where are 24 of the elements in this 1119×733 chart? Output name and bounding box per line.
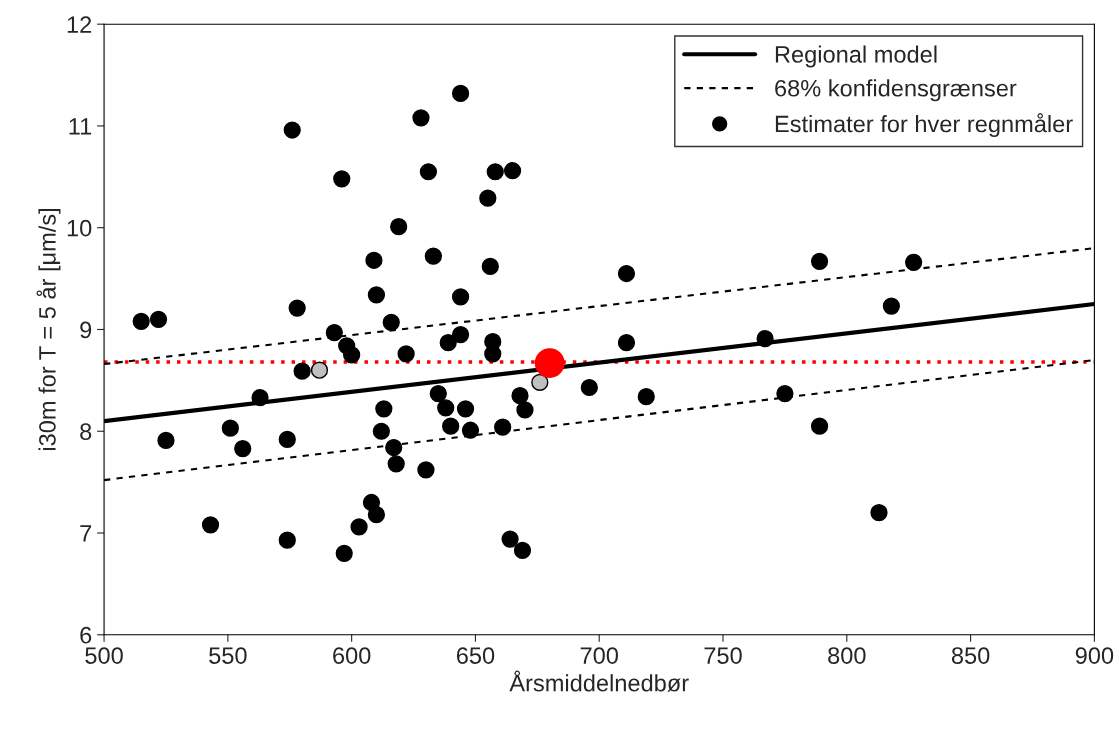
x-tick-label: 700: [580, 647, 618, 664]
x-tick-label: 800: [828, 647, 866, 664]
x-tick-label: 900: [1075, 647, 1114, 664]
x-tick-label: 550: [209, 647, 247, 664]
x-tick-label: 650: [456, 647, 495, 664]
point: [310, 361, 329, 379]
legend-label: 68% konfidensgrænser: [775, 79, 1017, 102]
x-tick-label: 600: [333, 647, 371, 664]
y-tick-label: 6: [80, 626, 92, 644]
point: [531, 373, 549, 392]
y-tick-label: 9: [80, 321, 92, 339]
x-tick-label: 850: [951, 647, 990, 664]
y-tick-label: 11: [69, 118, 92, 135]
point: [534, 348, 565, 378]
y-tick-label: 10: [67, 219, 92, 237]
x-tick-label: 500: [85, 647, 123, 664]
legend-label: Regional model: [775, 45, 937, 68]
y-tick-label: 8: [80, 423, 92, 441]
y-tick-label: 12: [67, 16, 92, 33]
y-tick-label: 7: [80, 525, 92, 542]
x-tick-label: 750: [704, 647, 742, 664]
legend-label: Estimater for hver regnmåler: [775, 113, 1073, 137]
x-axis-title: Årsmiddelnedbør: [509, 670, 689, 692]
y-axis-title: i30m for T = 5 år [μm/s]: [36, 208, 61, 451]
